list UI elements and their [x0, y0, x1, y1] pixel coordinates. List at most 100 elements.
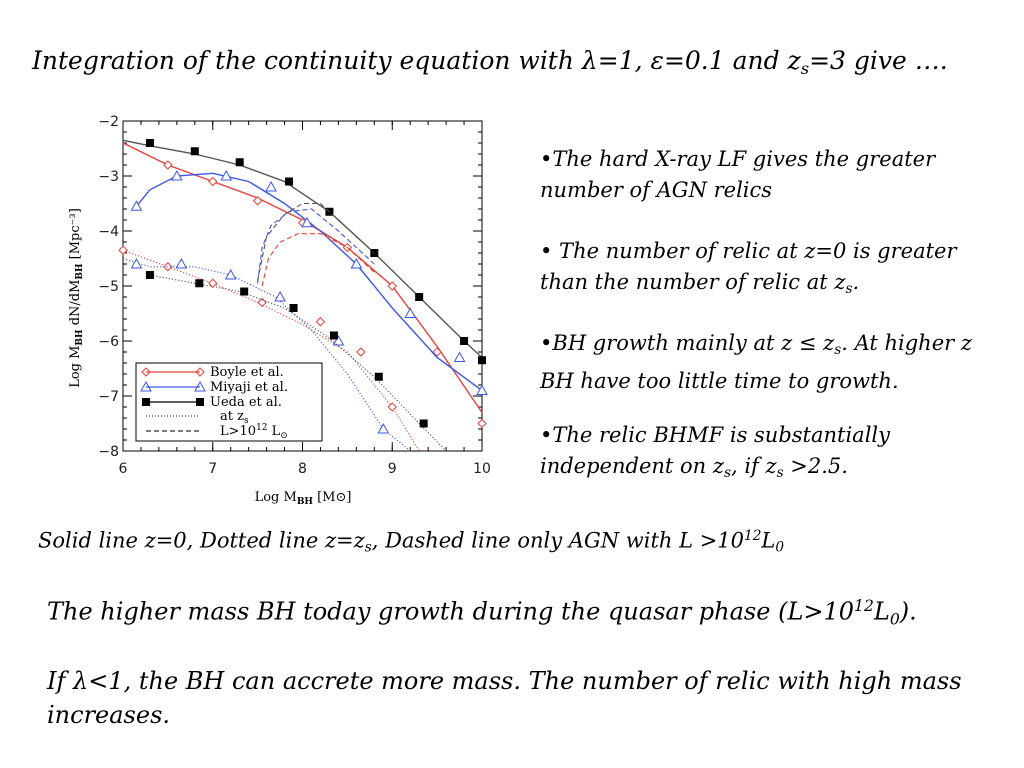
bullet-2-tail: . — [852, 270, 860, 294]
data-point-triangle — [350, 257, 363, 269]
data-point-diamond — [118, 245, 128, 255]
legend-text-boyle: Boyle et al. — [210, 365, 284, 380]
data-point-square — [285, 177, 294, 186]
p1-sup: 12 — [854, 597, 874, 615]
x-axis-label: Log MBH [M⊙] — [255, 490, 352, 507]
data-point-diamond — [208, 278, 218, 288]
data-point-square — [195, 279, 204, 288]
data-point-square — [460, 337, 469, 345]
data-point-triangle — [175, 257, 188, 269]
bhmf-chart: 6 7 8 9 10−2−3−4−5−6−7−8 Log MBH dN/dMBH [Mp… — [68, 114, 491, 507]
caption-mid: , Dashed line only AGN with L >10 — [371, 528, 745, 553]
bullet-4-z2-sub: s — [776, 465, 784, 482]
series-line-ueda-dashed — [257, 202, 375, 281]
data-point-diamond — [252, 196, 263, 206]
p1-tail: ). — [899, 597, 917, 626]
data-point-diamond — [432, 347, 442, 357]
data-point-triangle — [476, 384, 488, 395]
y-label-unit: [Mpc⁻³] — [68, 208, 83, 263]
data-point-diamond — [315, 317, 326, 327]
y-label-sub2: BH — [75, 263, 85, 280]
p1-L-sub: 0 — [889, 610, 900, 629]
data-point-triangle — [265, 180, 277, 192]
p1-L: L — [873, 597, 890, 626]
title-z-value: =3 give …. — [809, 46, 948, 75]
bullet-2-text: • The number of relic at z=0 is greater … — [540, 239, 957, 294]
legend-marker-ueda — [142, 398, 204, 406]
y-tick-label: −6 — [98, 334, 119, 350]
data-point-square — [419, 419, 428, 428]
bullet-4-z1-sub: s — [723, 465, 731, 482]
data-point-square — [415, 293, 424, 301]
data-point-diamond — [163, 160, 173, 170]
data-point-square — [329, 331, 338, 340]
legend-text-ueda: Ueda et al. — [210, 395, 282, 410]
x-tick-label: 9 — [388, 461, 397, 477]
series-line-ueda-solid — [122, 139, 483, 359]
legend-lum-pre: L>10 — [220, 424, 256, 439]
data-point-triangle — [130, 257, 143, 269]
bullet-3-z-sub: s — [834, 342, 842, 359]
legend-text-miyaji: Miyaji et al. — [210, 380, 288, 395]
bullet-4-tail: >2.5. — [783, 454, 848, 478]
legend-at-z: at z — [220, 409, 244, 424]
quasar-phase-paragraph: The higher mass BH today growth during t… — [47, 597, 917, 628]
y-tick-label: −4 — [98, 224, 119, 240]
legend-marker-miyaji — [140, 380, 206, 392]
y-tick-label: −7 — [98, 389, 119, 405]
bullet-3-mid: . At higher z BH have too little time to… — [540, 331, 972, 394]
data-point-square — [145, 139, 154, 147]
data-point-square — [145, 271, 154, 279]
y-label-sub: BH — [75, 329, 85, 346]
y-axis-label: Log MBH dN/dMBH [Mpc⁻³] — [68, 208, 85, 388]
legend-lum-sup: 12 — [256, 423, 267, 433]
bullet-3-z: z — [823, 331, 835, 355]
x-label-sub: BH — [297, 497, 314, 507]
title-z: z — [787, 46, 801, 75]
y-tick-label: −5 — [98, 279, 119, 295]
chart-series — [118, 139, 488, 452]
data-point-square — [235, 158, 244, 167]
caption-sup: 12 — [744, 528, 762, 544]
line-style-caption: Solid line z=0, Dotted line z=zs, Dashed… — [38, 528, 784, 556]
caption-pre: Solid line z=0, Dotted line z= — [38, 528, 354, 553]
data-point-triangle — [301, 216, 313, 228]
data-point-diamond — [163, 262, 173, 272]
title-z-sub: s — [800, 58, 810, 78]
y-tick-label: −2 — [98, 114, 119, 130]
data-point-square — [289, 304, 298, 312]
x-tick-label: 8 — [298, 461, 307, 477]
data-point-triangle — [130, 200, 143, 211]
series-line-miyaji-solid — [135, 172, 483, 392]
p2-pre: If — [47, 667, 73, 695]
title-prefix: Integration of the continuity equation w… — [32, 46, 582, 75]
bullet-2-z: z — [834, 270, 846, 294]
lambda-paragraph: If λ<1, the BH can accrete more mass. Th… — [47, 664, 987, 732]
x-tick-label: 10 — [473, 461, 491, 477]
legend-text-at-zs: at zs — [220, 409, 249, 426]
title-epsilon: ε — [650, 46, 664, 75]
y-label-mid: dN/dM — [68, 280, 83, 330]
legend-at-z-sub: s — [244, 416, 249, 426]
data-point-square — [190, 147, 199, 156]
legend-lum-unit: L — [268, 424, 281, 439]
data-point-triangle — [377, 422, 390, 434]
data-point-triangle — [220, 169, 233, 181]
data-point-diamond — [387, 281, 397, 291]
data-point-triangle — [171, 169, 183, 181]
data-point-triangle — [453, 351, 466, 362]
data-point-triangle — [274, 290, 286, 302]
data-point-diamond — [387, 402, 397, 412]
data-point-triangle — [224, 268, 237, 280]
p1-pre: The higher mass BH today growth during t… — [47, 597, 855, 626]
series-line-boyle-dashed — [261, 233, 375, 287]
slide-title: Integration of the continuity equation w… — [32, 46, 948, 78]
p2-lambda: λ — [73, 667, 89, 695]
chart-legend: Boyle et al. Miyaji et al. Ueda et al. a… — [135, 362, 323, 442]
bullet-4-pre: •The relic BHMF is substantially indepen… — [540, 423, 890, 478]
data-point-square — [374, 372, 383, 381]
p2-tail: <1, the BH can accrete more mass. The nu… — [47, 667, 962, 729]
data-point-diamond — [257, 297, 267, 308]
data-point-diamond — [477, 418, 487, 429]
data-point-triangle — [404, 307, 417, 318]
